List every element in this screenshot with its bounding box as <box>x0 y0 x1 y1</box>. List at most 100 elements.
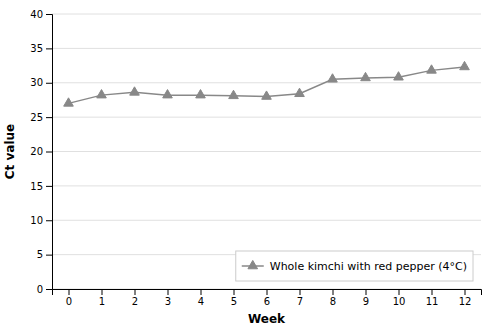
marker <box>64 98 74 106</box>
grid-line <box>52 48 481 49</box>
x-tick-label: 9 <box>363 296 369 307</box>
legend-label: Whole kimchi with red pepper (4°C) <box>270 260 467 273</box>
x-tick-mark <box>102 289 103 295</box>
y-tick-label: 0 <box>37 284 43 295</box>
x-tick-mark <box>168 289 169 295</box>
x-tick-label: 1 <box>99 296 105 307</box>
legend: Whole kimchi with red pepper (4°C) <box>236 251 473 281</box>
x-tick: 6 <box>264 289 270 307</box>
y-tick-mark <box>46 186 52 187</box>
y-tick-mark <box>46 117 52 118</box>
y-tick-mark <box>46 289 52 290</box>
y-tick: 5 <box>37 249 52 260</box>
chart-container: 01234567891011120510152025303540Whole ki… <box>0 0 497 331</box>
y-tick-label: 25 <box>30 112 43 123</box>
x-tick: 7 <box>297 289 303 307</box>
x-tick-mark <box>399 289 400 295</box>
y-tick: 0 <box>37 284 52 295</box>
x-tick-label: 4 <box>198 296 204 307</box>
x-tick-mark <box>201 289 202 295</box>
x-tick-label: 7 <box>297 296 303 307</box>
x-tick: 12 <box>459 289 472 307</box>
marker <box>427 65 437 73</box>
grid-line <box>52 151 481 152</box>
x-tick-label: 5 <box>231 296 237 307</box>
x-tick: 1 <box>99 289 105 307</box>
marker <box>295 88 305 96</box>
marker <box>394 72 404 80</box>
marker <box>460 61 470 69</box>
x-tick-mark <box>333 289 334 295</box>
grid-line <box>52 117 481 118</box>
y-tick-mark <box>46 83 52 84</box>
line <box>69 67 465 103</box>
y-tick-mark <box>46 255 52 256</box>
y-tick-label: 20 <box>30 146 43 157</box>
chart: 01234567891011120510152025303540Whole ki… <box>0 0 497 331</box>
x-tick-mark <box>234 289 235 295</box>
grid-line <box>52 14 481 15</box>
marker <box>163 90 173 98</box>
x-tick-mark <box>366 289 367 295</box>
legend-marker <box>248 260 258 268</box>
x-tick: 8 <box>330 289 336 307</box>
marker <box>361 72 371 80</box>
x-tick: 9 <box>363 289 369 307</box>
y-tick-mark <box>46 152 52 153</box>
marker <box>196 90 206 98</box>
x-tick: 3 <box>165 289 171 307</box>
y-tick: 25 <box>30 112 52 123</box>
y-tick-mark <box>46 48 52 49</box>
x-tick: 2 <box>132 289 138 307</box>
x-tick: 4 <box>198 289 204 307</box>
marks <box>64 61 470 106</box>
x-tick-label: 0 <box>66 296 72 307</box>
marker <box>97 90 107 98</box>
x-tick: 11 <box>426 289 439 307</box>
x-tick: 5 <box>231 289 237 307</box>
x-tick: 0 <box>66 289 72 307</box>
x-axis: 0123456789101112 <box>53 289 482 307</box>
y-tick-label: 30 <box>30 77 43 88</box>
x-tick-label: 2 <box>132 296 138 307</box>
y-tick-mark <box>46 220 52 221</box>
legend-frame <box>236 251 473 281</box>
x-tick: 10 <box>393 289 406 307</box>
x-axis-title: Week <box>248 312 286 326</box>
x-axis-line <box>53 290 482 296</box>
y-axis-line <box>46 15 53 290</box>
y-axis-title: Ct value <box>3 124 17 179</box>
x-tick-label: 3 <box>165 296 171 307</box>
x-tick-mark <box>69 289 70 295</box>
x-tick-label: 12 <box>459 296 472 307</box>
y-tick-label: 40 <box>30 9 43 20</box>
y-tick: 35 <box>30 43 52 54</box>
y-tick-label: 10 <box>30 215 43 226</box>
marker <box>229 90 239 98</box>
x-tick-mark <box>432 289 433 295</box>
x-tick-label: 10 <box>393 296 406 307</box>
marker <box>328 74 338 82</box>
y-tick: 15 <box>30 181 52 192</box>
marker <box>262 91 272 99</box>
y-tick: 40 <box>30 9 52 20</box>
x-tick-mark <box>465 289 466 295</box>
x-tick-mark <box>267 289 268 295</box>
grid-line <box>52 220 481 221</box>
y-tick-label: 15 <box>30 181 43 192</box>
y-tick: 30 <box>30 77 52 88</box>
x-tick-mark <box>135 289 136 295</box>
x-tick-label: 6 <box>264 296 270 307</box>
y-tick-mark <box>46 14 52 15</box>
x-tick-label: 8 <box>330 296 336 307</box>
y-tick-label: 5 <box>37 249 43 260</box>
y-axis: 0 5 10 15 20 25 30 35 40 <box>30 9 52 295</box>
plot: 01234567891011120510152025303540Whole ki… <box>30 9 481 307</box>
x-tick-label: 11 <box>426 296 439 307</box>
y-tick: 20 <box>30 146 52 157</box>
y-tick-label: 35 <box>30 43 43 54</box>
grid-line <box>52 185 481 186</box>
y-tick: 10 <box>30 215 52 226</box>
grid <box>52 14 481 289</box>
marker <box>130 87 140 95</box>
